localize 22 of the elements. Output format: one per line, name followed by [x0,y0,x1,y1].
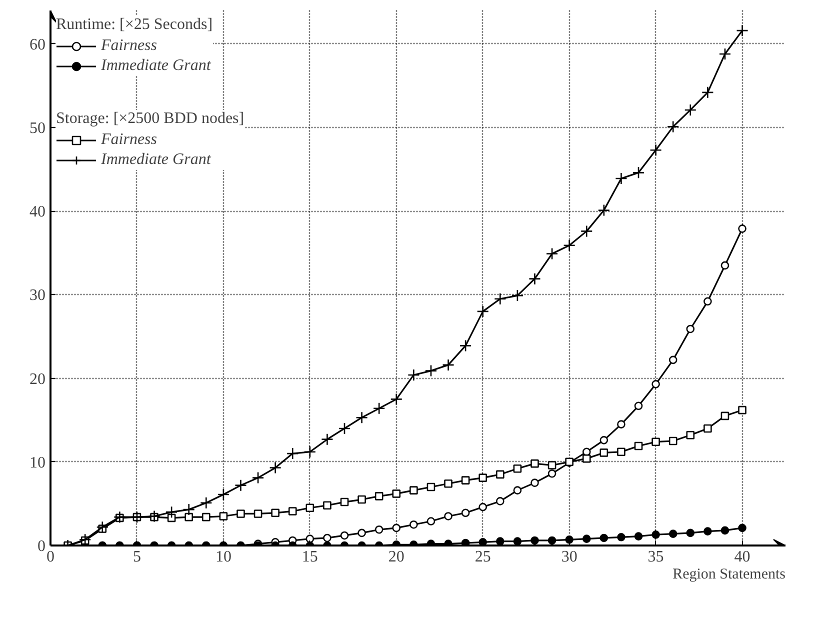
y-tick-label: 60 [30,36,46,54]
y-tick-label: 30 [30,287,46,304]
x-tick-label: 25 [474,548,491,566]
y-tick-label: 10 [30,454,46,472]
legend-label: Immediate Grant [101,57,211,75]
annotation: Runtime: [×25 Seconds] [56,16,213,34]
x-tick-label: 5 [132,548,141,566]
legend-label: Fairness [101,37,157,55]
y-tick-label: 20 [30,370,46,388]
x-tick-label: 30 [561,548,578,566]
y-tick-label: 50 [30,120,46,138]
x-tick-label: 40 [734,548,750,566]
x-tick-label: 15 [302,548,318,566]
legend-label: Immediate Grant [101,151,211,169]
y-tick-label: 0 [38,538,46,555]
x-tick-label: 20 [388,548,404,566]
x-tick-label: 10 [215,548,232,566]
y-tick-label: 40 [30,204,46,221]
x-tick-label: 35 [648,548,664,566]
x-axis-title: Region Statements [672,566,786,582]
legend-label: Fairness [101,131,157,149]
annotation: Storage: [×2500 BDD nodes] [56,110,244,128]
